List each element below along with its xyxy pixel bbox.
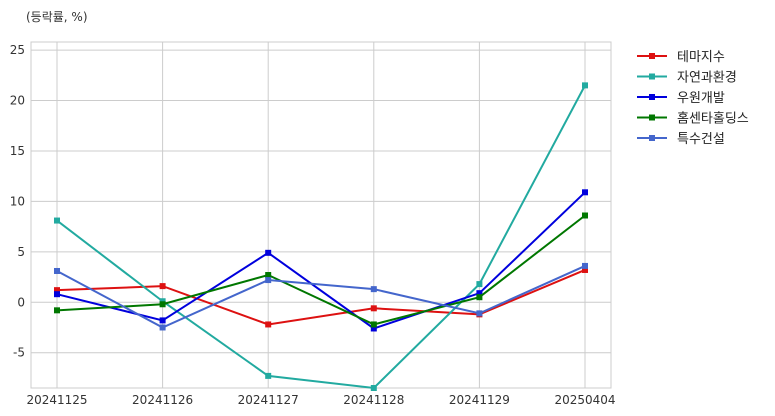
y-tick-label: 10 <box>10 194 25 208</box>
data-point <box>476 310 483 317</box>
data-point <box>370 286 377 293</box>
data-point <box>159 301 166 308</box>
data-point <box>54 291 60 298</box>
unit-label: (등락률, %) <box>26 10 88 24</box>
data-point <box>54 287 60 294</box>
legend-item: 테마지수 <box>637 50 725 65</box>
legend-marker-icon <box>649 114 655 121</box>
data-point <box>582 82 588 89</box>
y-tick-label: 0 <box>17 295 25 309</box>
data-point <box>265 249 272 256</box>
series-line <box>54 262 588 331</box>
legend-item: 우원개발 <box>637 91 725 106</box>
series-path <box>56 214 586 326</box>
data-point <box>159 324 166 331</box>
legend-marker-icon <box>649 73 655 80</box>
legend-label: 홈센타홀딩스 <box>677 112 749 127</box>
legend-label: 자연과환경 <box>677 71 737 86</box>
grid <box>31 42 611 388</box>
y-axis: -5 0 5 10 15 20 25 <box>10 43 25 360</box>
data-point <box>370 325 377 332</box>
series-line <box>54 189 588 332</box>
x-tick-label: 20241127 <box>238 393 299 407</box>
x-tick-label: 20241126 <box>132 393 193 407</box>
series-group <box>54 82 588 391</box>
data-point <box>582 189 588 196</box>
series-path <box>56 269 586 326</box>
x-tick-label: 20241129 <box>449 393 510 407</box>
data-point <box>582 262 588 269</box>
data-point <box>476 281 483 288</box>
x-axis: 20241125 20241126 20241127 20241128 20241129… <box>26 393 615 407</box>
data-point <box>54 217 60 224</box>
x-tick-label: 20241128 <box>343 393 404 407</box>
data-point <box>370 385 377 391</box>
x-tick-label: 20250404 <box>554 393 615 407</box>
series-path <box>56 191 586 330</box>
legend-label: 테마지수 <box>677 50 725 65</box>
data-point <box>54 267 60 274</box>
legend-item: 자연과환경 <box>637 71 737 86</box>
plot-area <box>30 41 612 389</box>
series-line <box>54 212 588 328</box>
data-point <box>159 283 166 290</box>
legend-label: 특수건설 <box>677 132 725 147</box>
data-point <box>265 277 272 284</box>
y-tick-label: 20 <box>10 94 25 108</box>
legend-marker-icon <box>649 94 655 100</box>
data-point <box>159 298 166 305</box>
series-path <box>56 265 586 329</box>
y-tick-label: 25 <box>10 43 25 57</box>
data-point <box>265 372 272 379</box>
y-tick-label: 5 <box>17 245 25 259</box>
legend-item: 특수건설 <box>637 132 725 147</box>
data-point <box>370 321 377 328</box>
x-tick-label: 20241125 <box>26 393 87 407</box>
legend-marker-icon <box>649 53 655 59</box>
legend-item: 홈센타홀딩스 <box>637 112 749 127</box>
data-point <box>476 290 483 297</box>
data-point <box>582 212 588 219</box>
legend-marker-icon <box>649 135 655 141</box>
series-line <box>54 82 588 391</box>
data-point <box>265 272 272 279</box>
data-point <box>370 305 377 312</box>
legend-label: 우원개발 <box>677 91 725 106</box>
data-point <box>582 266 588 273</box>
data-point <box>265 321 272 328</box>
y-tick-label: 15 <box>10 144 25 158</box>
data-point <box>159 317 166 324</box>
data-point <box>54 307 60 314</box>
series-path <box>56 84 586 390</box>
y-tick-label: -5 <box>13 346 25 360</box>
data-point <box>476 294 483 301</box>
